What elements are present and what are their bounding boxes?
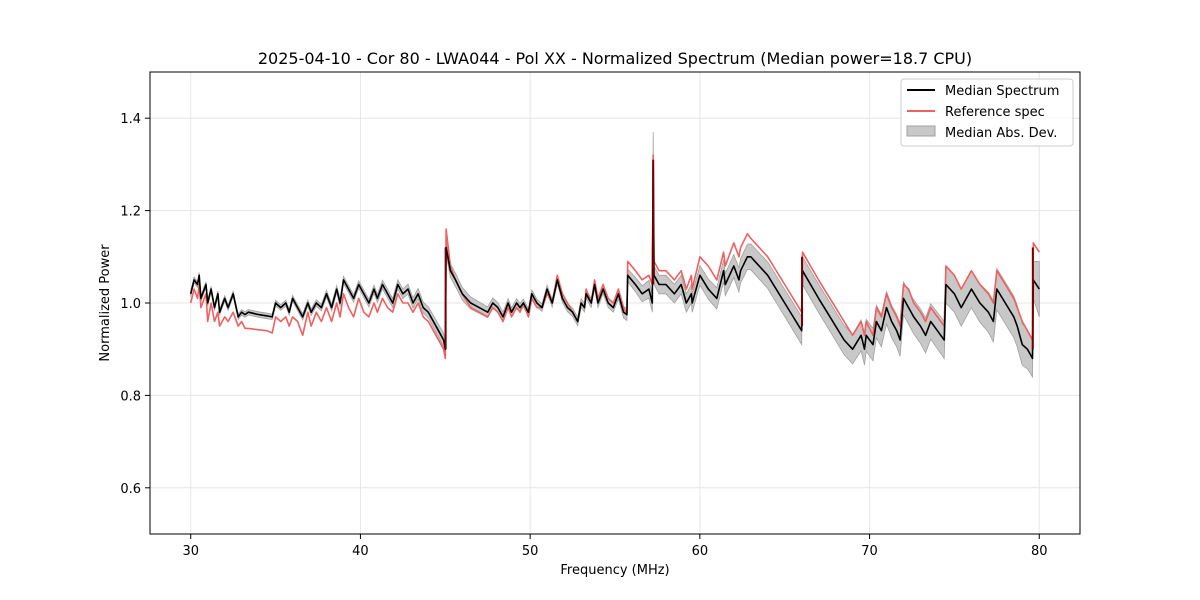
x-tick-label: 80 — [1031, 544, 1048, 559]
y-tick-label: 0.6 — [120, 482, 141, 497]
reference-spectrum-line — [189, 154, 1040, 360]
x-tick-label: 40 — [352, 544, 369, 559]
legend-reference-label: Reference spec — [945, 105, 1045, 120]
x-axis-title: Frequency (MHz) — [560, 563, 669, 578]
legend-mad-swatch — [906, 125, 936, 137]
y-tick-label: 1.2 — [120, 205, 141, 220]
y-tick-label: 1.4 — [120, 112, 141, 127]
x-tick-label: 30 — [182, 544, 199, 559]
legend-mad-label: Median Abs. Dev. — [945, 126, 1057, 141]
y-tick-label: 1.0 — [120, 297, 141, 312]
legend-median-label: Median Spectrum — [945, 84, 1059, 99]
y-axis-title: Normalized Power — [98, 244, 113, 362]
x-tick-label: 70 — [861, 544, 878, 559]
legend-frame — [900, 78, 1074, 147]
y-tick-label: 0.8 — [120, 389, 141, 404]
x-tick-label: 60 — [692, 544, 709, 559]
mad-band — [190, 132, 1040, 379]
x-tick-label: 50 — [522, 544, 539, 559]
legend: Median Spectrum Reference spec Median Ab… — [900, 78, 1074, 147]
chart-title: 2025-04-10 - Cor 80 - LWA044 - Pol XX - … — [258, 49, 972, 68]
median-spectrum-line — [189, 163, 1040, 360]
